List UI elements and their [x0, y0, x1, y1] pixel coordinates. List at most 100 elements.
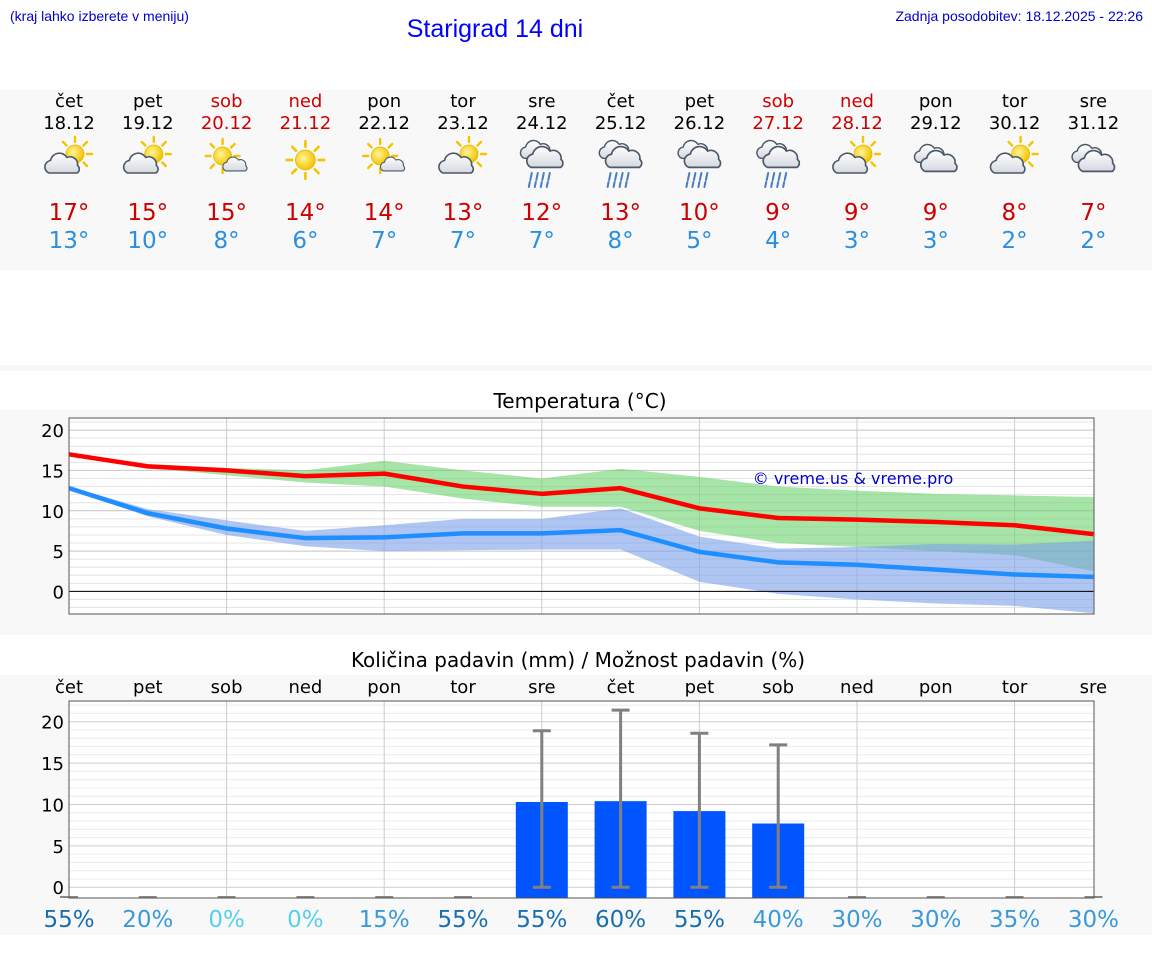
- day-date: 20.12: [201, 113, 253, 134]
- precipitation-x-tick-label: tor: [1002, 677, 1028, 698]
- temperature-y-tick-label: 10: [41, 502, 64, 523]
- rain-drop: [764, 181, 768, 188]
- day-high-temp: 14°: [364, 200, 405, 226]
- rain-drop: [541, 172, 545, 181]
- day-weekday: pon: [919, 91, 953, 112]
- precipitation-y-tick-label: 15: [41, 754, 64, 775]
- partly-cloudy-sun-icon: [832, 135, 882, 174]
- day-date: 31.12: [1068, 113, 1120, 134]
- cloudy-icon: [913, 143, 958, 173]
- temperature-chart-title: Temperatura (°C): [492, 389, 666, 413]
- precipitation-y-tick-label: 10: [41, 795, 64, 816]
- rain-drop: [770, 181, 774, 188]
- precipitation-probability: 0%: [287, 907, 324, 933]
- temperature-series-group: [69, 452, 1094, 614]
- rain-drop: [618, 181, 622, 188]
- rain-drop: [765, 172, 770, 181]
- precipitation-plot-area: [69, 701, 1094, 898]
- precipitation-probability: 55%: [516, 907, 567, 933]
- rain-drop: [535, 172, 539, 181]
- day-date: 27.12: [752, 113, 804, 134]
- precipitation-probability: 30%: [1068, 907, 1119, 933]
- day-low-temp: 6°: [292, 228, 318, 254]
- day-high-temp: 14°: [285, 200, 326, 226]
- day-date: 29.12: [910, 113, 962, 134]
- day-low-temp: 4°: [765, 228, 791, 254]
- precipitation-x-tick-label: ned: [840, 677, 874, 698]
- day-low-temp: 7°: [529, 228, 555, 254]
- precipitation-x-tick-label: sob: [762, 677, 794, 698]
- day-low-temp: 7°: [450, 228, 476, 254]
- day-weekday: pon: [367, 91, 401, 112]
- day-date: 19.12: [122, 113, 174, 134]
- day-low-temp: 3°: [844, 228, 870, 254]
- day-date: 28.12: [831, 113, 883, 134]
- day-high-temp: 12°: [521, 200, 562, 226]
- day-low-temp: 5°: [686, 228, 712, 254]
- sun-small-cloud-icon: [204, 137, 248, 175]
- precipitation-probability: 35%: [989, 907, 1040, 933]
- day-weekday: ned: [840, 91, 874, 112]
- precipitation-probability: 20%: [122, 907, 173, 933]
- rain-drop: [624, 181, 628, 188]
- precipitation-x-tick-label: ned: [288, 677, 322, 698]
- precipitation-x-tick-label: tor: [450, 677, 476, 698]
- day-high-temp: 17°: [49, 200, 90, 226]
- day-date: 24.12: [516, 113, 568, 134]
- day-low-temp: 7°: [371, 228, 397, 254]
- day-low-temp: 8°: [608, 228, 634, 254]
- day-weekday: sob: [762, 91, 794, 112]
- day-weekday: sre: [528, 91, 555, 112]
- temperature-y-tick-label: 0: [53, 582, 64, 603]
- precipitation-y-tick-label: 20: [41, 713, 64, 734]
- day-weekday: ned: [288, 91, 322, 112]
- day-high-temp: 7°: [1080, 200, 1106, 226]
- precipitation-x-tick-label: sre: [528, 677, 555, 698]
- rain-drop: [614, 172, 618, 181]
- precipitation-x-tick-label: sre: [1080, 677, 1107, 698]
- day-low-temp: 2°: [1002, 228, 1028, 254]
- precipitation-x-tick-label: sob: [211, 677, 243, 698]
- rain-drop: [612, 181, 616, 188]
- partly-cloudy-sun-icon: [438, 135, 488, 174]
- precipitation-probability: 55%: [674, 907, 725, 933]
- rain-drop: [529, 172, 533, 181]
- temperature-line-min: [69, 486, 1094, 580]
- day-weekday: sre: [1080, 91, 1107, 112]
- rain-drop: [703, 181, 707, 188]
- day-weekday: čet: [55, 91, 83, 112]
- rain-drop: [608, 172, 612, 181]
- partly-cloudy-sun-icon: [122, 135, 173, 174]
- rain-drop: [777, 172, 782, 181]
- precipitation-x-tick-label: čet: [607, 677, 635, 698]
- day-date: 23.12: [437, 113, 489, 134]
- day-high-temp: 13°: [443, 200, 484, 226]
- day-high-temp: 13°: [600, 200, 641, 226]
- precipitation-plot-border: [68, 700, 1095, 899]
- precipitation-x-tick-label: čet: [55, 677, 83, 698]
- separator-band: [0, 365, 1152, 371]
- rain-drop: [692, 172, 697, 181]
- rain-drop: [545, 181, 549, 188]
- rain-cloud-icon: [519, 139, 564, 188]
- day-high-temp: 15°: [127, 200, 168, 226]
- day-weekday: pet: [133, 91, 163, 112]
- day-high-temp: 15°: [206, 200, 247, 226]
- rain-drop: [697, 181, 701, 188]
- day-high-temp: 8°: [1002, 200, 1028, 226]
- precipitation-probability: 30%: [910, 907, 961, 933]
- precipitation-y-tick-label: 5: [53, 837, 64, 858]
- day-weekday: pet: [685, 91, 715, 112]
- rain-cloud-icon: [598, 139, 643, 188]
- precipitation-x-tick-label: pet: [685, 677, 715, 698]
- rain-drop: [547, 172, 551, 181]
- precipitation-x-tick-label: pet: [133, 677, 163, 698]
- forecast-band: [0, 90, 1152, 270]
- precipitation-probability: 30%: [831, 907, 882, 933]
- day-high-temp: 9°: [923, 200, 949, 226]
- rain-drop: [698, 172, 703, 181]
- rain-drop: [527, 181, 531, 188]
- rain-cloud-icon: [756, 139, 801, 188]
- day-high-temp: 9°: [844, 200, 870, 226]
- day-date: 21.12: [280, 113, 332, 134]
